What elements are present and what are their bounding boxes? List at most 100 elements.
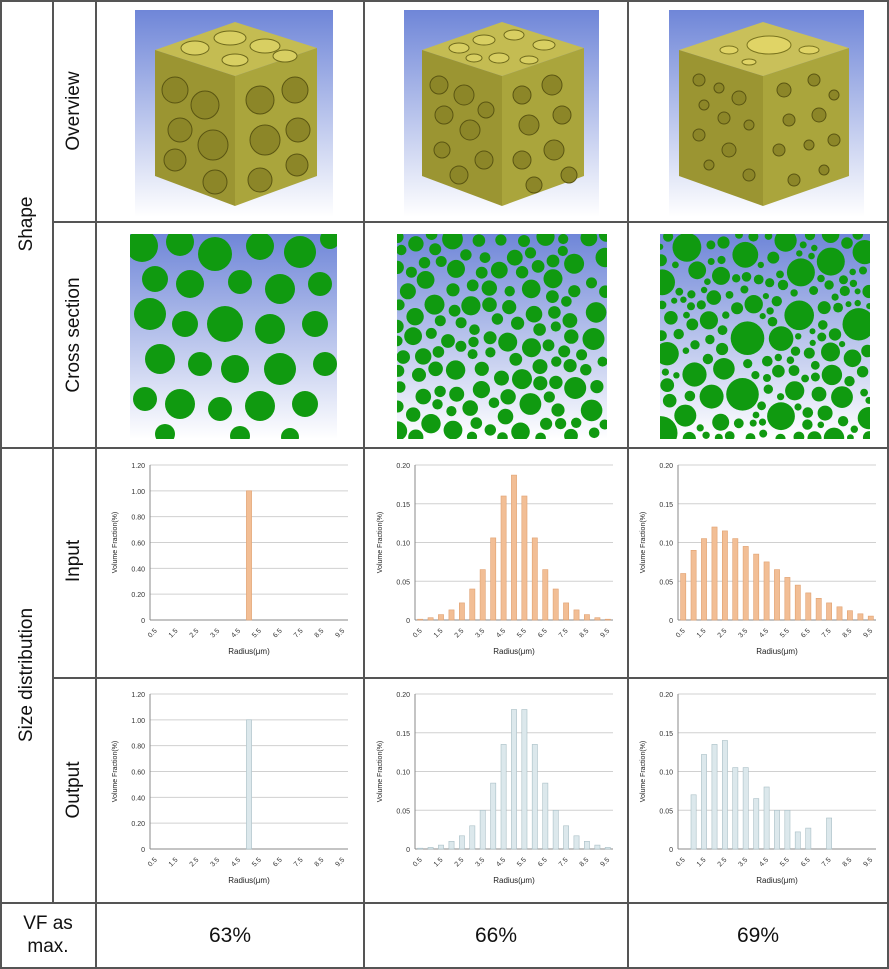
particle-circle: [726, 378, 759, 411]
particle-circle: [415, 388, 432, 405]
particle-circle: [485, 347, 496, 358]
bar: [805, 592, 812, 621]
label-overview: Overview: [63, 71, 84, 151]
x-tick-label: 4.5: [758, 628, 770, 640]
particle-circle: [490, 261, 508, 279]
x-tick-label: 6.5: [800, 857, 812, 869]
particle-circle: [753, 274, 764, 285]
particle-circle: [466, 431, 478, 439]
particle-circle: [542, 339, 555, 352]
particle-circle: [416, 271, 435, 289]
x-axis-title: Radius(μm): [493, 647, 535, 656]
y-tick-label: 0.15: [396, 502, 410, 509]
particle-circle: [424, 294, 445, 315]
y-tick-label: 1.20: [131, 463, 145, 470]
bar: [732, 538, 739, 621]
particle-circle: [839, 285, 850, 297]
particle-circle: [399, 283, 416, 300]
particle-circle: [466, 279, 479, 292]
particle-circle: [795, 333, 802, 340]
bar: [511, 474, 517, 621]
bar: [753, 553, 760, 621]
cross-section-1: [130, 234, 337, 439]
vf-value-3: 69%: [736, 923, 780, 947]
y-tick-label: 0.80: [131, 744, 145, 751]
particle-circle: [568, 285, 581, 298]
particle-circle: [497, 432, 508, 439]
y-axis-title: Volume Fraction(%): [377, 741, 384, 802]
bar: [563, 602, 569, 621]
label-vf-line1: VF as: [23, 913, 73, 934]
x-tick-label: 1.5: [168, 857, 180, 869]
x-tick-label: 9.5: [599, 857, 611, 869]
particle-circle: [775, 433, 786, 439]
particle-circle: [558, 234, 569, 245]
label-vf-max: VF as max.: [2, 912, 94, 958]
bar: [690, 550, 697, 621]
particle-circle: [866, 303, 870, 310]
particle-circle: [748, 234, 759, 242]
particle-circle: [580, 364, 592, 376]
particle-circle: [549, 375, 563, 390]
hline-overview: [53, 221, 889, 223]
particle-circle: [479, 252, 491, 263]
particle-circle: [686, 318, 699, 331]
particle-circle: [446, 283, 460, 297]
particle-circle: [562, 313, 578, 328]
particle-circle: [397, 364, 405, 377]
particle-circle: [762, 293, 769, 300]
x-tick-label: 0.5: [412, 628, 424, 640]
hline-input: [53, 677, 889, 679]
particle-circle: [730, 321, 765, 355]
chart-input-2: 0 0.05 0.10 0.15 0.20 0.5 1.5 2.5 3.5 4.5 5.5 6.5 7.…: [377, 463, 613, 656]
particle-circle: [757, 401, 766, 411]
particle-circle: [732, 241, 759, 268]
particle-circle: [777, 279, 789, 291]
chart-output-2: 0 0.05 0.10 0.15 0.20 0.5 1.5 2.5 3.5 4.5 5.5 6.5 7.…: [377, 692, 613, 885]
x-tick-label: 6.5: [272, 857, 284, 869]
x-tick-label: 0.5: [675, 857, 687, 869]
particle-circle: [845, 301, 852, 308]
particle-circle: [745, 433, 756, 439]
particle-circle: [540, 417, 553, 430]
particle-circle: [660, 243, 664, 250]
particle-circle: [660, 342, 679, 366]
bar: [521, 709, 528, 850]
particle-circle: [821, 364, 843, 386]
x-tick-label: 0.5: [675, 628, 687, 640]
x-axis-title: Radius(μm): [228, 876, 270, 885]
particle-circle: [817, 421, 825, 429]
particle-circle: [533, 376, 548, 391]
particle-circle: [705, 334, 715, 345]
particle-circle: [582, 328, 605, 350]
particle-circle: [841, 237, 853, 249]
y-axis-title: Volume Fraction(%): [377, 512, 384, 573]
particle-circle: [498, 332, 518, 352]
particle-circle: [590, 380, 604, 394]
particle-circle: [673, 328, 684, 340]
x-tick-label: 7.5: [558, 857, 570, 869]
particle-circle: [700, 286, 708, 294]
particle-circle: [699, 311, 718, 330]
particle-circle: [707, 258, 715, 265]
particle-circle: [588, 427, 600, 439]
bar: [826, 602, 832, 621]
x-tick-label: 2.5: [189, 857, 201, 869]
particle-circle: [448, 304, 461, 317]
particle-circle: [397, 421, 408, 439]
particle-circle: [525, 305, 543, 323]
particle-circle: [811, 244, 818, 252]
particle-circle: [804, 234, 816, 241]
particle-circle: [418, 257, 431, 269]
particle-circle: [849, 279, 858, 288]
particle-circle: [810, 372, 820, 382]
x-tick-label: 3.5: [474, 628, 486, 640]
particle-circle: [763, 384, 773, 394]
particle-circle: [662, 393, 677, 408]
x-tick-label: 8.5: [314, 628, 326, 640]
y-tick-label: 0: [141, 847, 145, 854]
particle-circle: [546, 290, 559, 303]
particle-circle: [434, 385, 446, 398]
particle-circle: [774, 234, 797, 252]
particle-circle: [817, 274, 825, 283]
